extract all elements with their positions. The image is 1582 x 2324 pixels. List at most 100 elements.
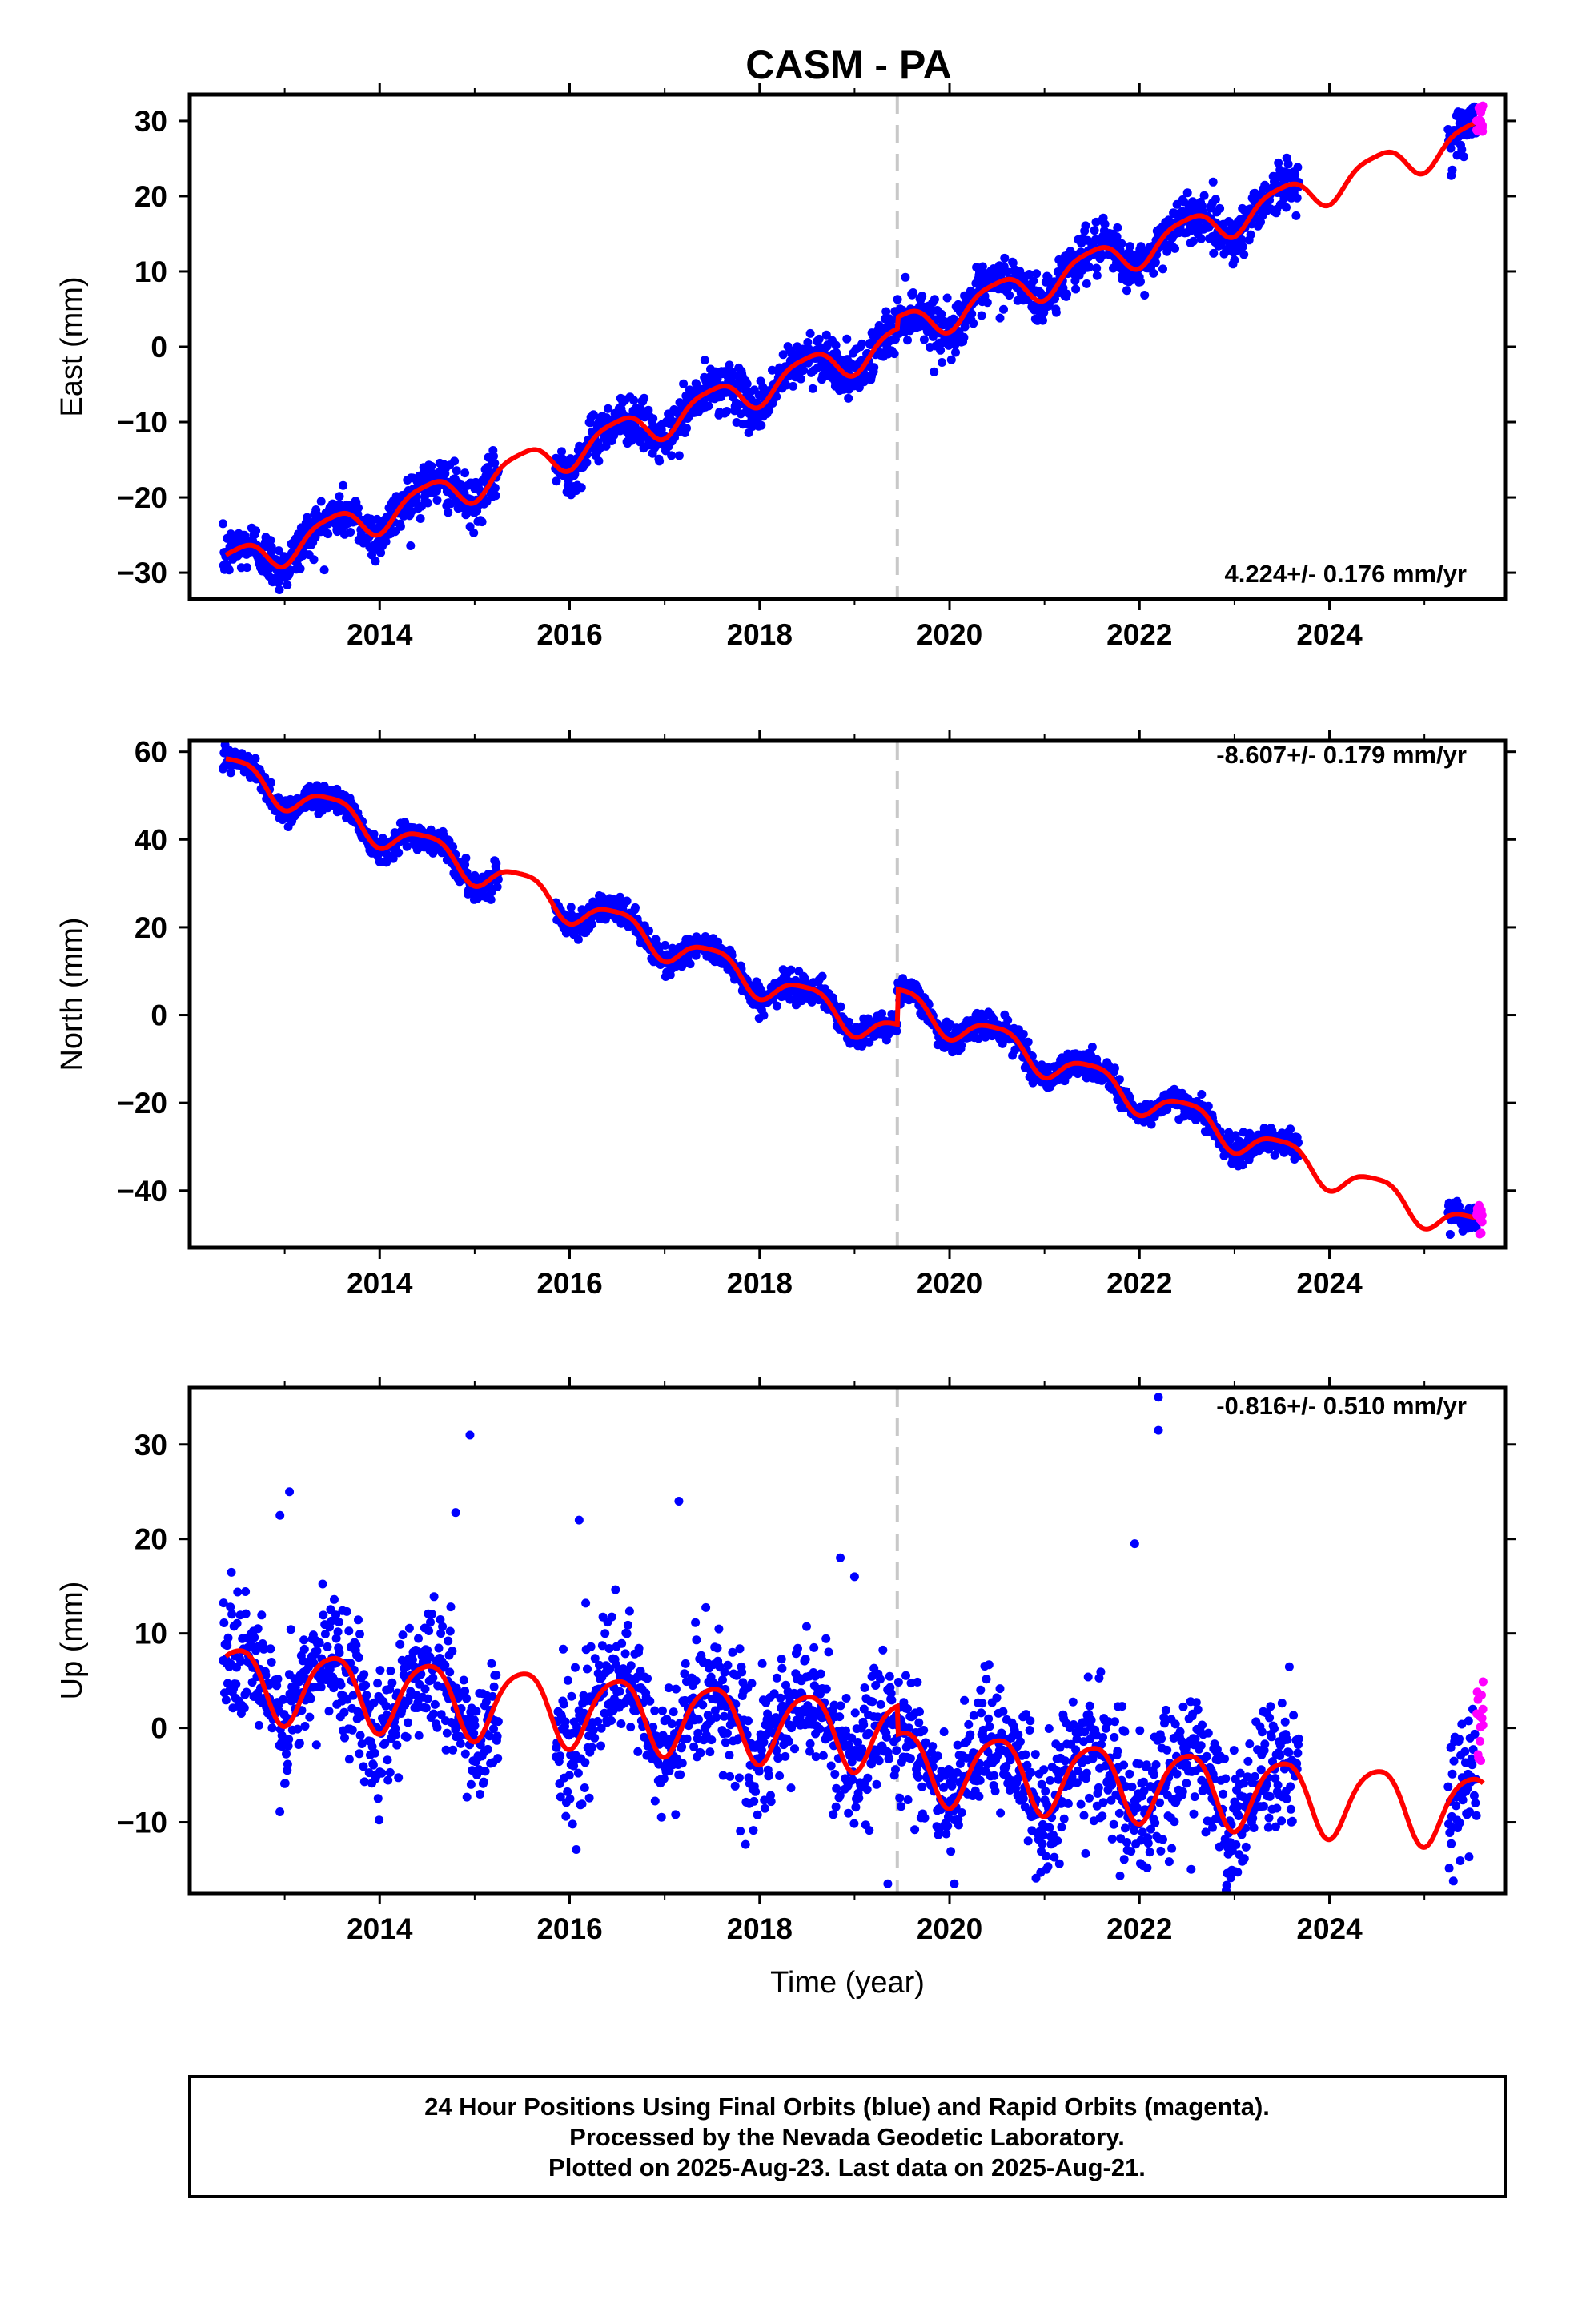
final-orbit-point bbox=[1224, 1128, 1234, 1137]
x-tick-label: 2022 bbox=[1106, 1267, 1172, 1300]
final-orbit-point bbox=[648, 1723, 658, 1732]
final-orbit-point bbox=[616, 1719, 626, 1728]
final-orbit-point bbox=[486, 895, 496, 904]
final-orbit-point bbox=[1029, 276, 1038, 286]
final-orbit-point bbox=[587, 1743, 596, 1752]
final-orbit-point bbox=[283, 581, 292, 589]
final-orbit-point bbox=[1283, 159, 1293, 169]
final-orbit-point bbox=[391, 1730, 400, 1739]
final-orbit-point bbox=[1238, 242, 1247, 251]
final-orbit-point bbox=[560, 1717, 570, 1727]
final-orbit-point bbox=[375, 1666, 385, 1675]
final-orbit-point bbox=[593, 1717, 603, 1726]
final-orbit-point bbox=[362, 1691, 371, 1700]
final-orbit-point bbox=[768, 399, 777, 408]
final-orbit-point bbox=[951, 348, 960, 357]
final-orbit-point bbox=[267, 1658, 276, 1667]
final-orbit-point bbox=[643, 1674, 652, 1683]
y-tick-label: −10 bbox=[117, 406, 167, 439]
y-tick-label: 10 bbox=[135, 255, 167, 288]
final-orbit-point bbox=[789, 381, 798, 391]
final-orbit-point bbox=[685, 959, 695, 969]
y-tick-label: 30 bbox=[135, 105, 167, 138]
y-axis-label: North (mm) bbox=[55, 917, 89, 1071]
final-orbit-point bbox=[219, 1598, 228, 1608]
final-orbit-point bbox=[492, 1731, 502, 1741]
final-orbit-point bbox=[817, 971, 827, 981]
final-orbit-point bbox=[605, 1665, 615, 1674]
final-orbit-point bbox=[1113, 223, 1122, 232]
final-orbit-point bbox=[446, 499, 456, 509]
final-orbit-point bbox=[869, 363, 879, 372]
final-orbit-point bbox=[582, 458, 592, 468]
final-orbit-points bbox=[219, 1393, 1481, 1893]
final-orbit-point bbox=[710, 367, 720, 376]
final-orbit-point bbox=[580, 1758, 590, 1767]
final-orbit-point bbox=[674, 451, 684, 460]
final-orbit-point bbox=[275, 585, 284, 594]
final-orbit-point bbox=[844, 1017, 853, 1027]
final-orbit-point bbox=[786, 965, 796, 975]
final-orbit-point bbox=[1062, 289, 1071, 299]
final-orbit-point bbox=[347, 1725, 357, 1735]
final-orbit-point bbox=[460, 1749, 470, 1759]
final-orbit-point bbox=[607, 1612, 616, 1622]
final-orbit-point bbox=[385, 1767, 395, 1777]
final-orbit-point bbox=[421, 1703, 431, 1713]
final-orbit-point bbox=[1282, 203, 1291, 212]
final-orbit-point bbox=[917, 292, 927, 301]
final-orbit-point bbox=[1008, 259, 1018, 267]
final-orbit-point bbox=[1023, 1037, 1033, 1047]
final-orbit-point bbox=[383, 1755, 392, 1765]
final-orbit-point bbox=[359, 1762, 368, 1771]
final-orbit-point bbox=[456, 1739, 465, 1748]
final-orbit-point bbox=[255, 1720, 263, 1730]
final-orbit-point bbox=[682, 424, 691, 433]
final-orbit-point bbox=[559, 1699, 568, 1709]
y-tick-label: −20 bbox=[117, 1087, 167, 1120]
final-orbit-point bbox=[1158, 264, 1167, 274]
model-fit-curve bbox=[225, 756, 1485, 1232]
final-orbit-point bbox=[483, 1744, 492, 1754]
final-orbit-point bbox=[387, 1678, 397, 1687]
final-orbit-point bbox=[429, 1709, 438, 1719]
final-orbit-point bbox=[1199, 191, 1209, 200]
final-orbit-point bbox=[445, 1667, 455, 1677]
final-orbit-point bbox=[1117, 239, 1126, 248]
final-orbit-point bbox=[319, 565, 329, 575]
x-tick-label: 2016 bbox=[536, 1267, 602, 1300]
final-orbit-point bbox=[432, 1723, 442, 1732]
final-orbit-point bbox=[444, 508, 453, 517]
final-orbit-point bbox=[334, 1618, 343, 1627]
final-orbit-point bbox=[680, 1669, 689, 1679]
final-orbit-point bbox=[1197, 1090, 1207, 1099]
final-orbit-point bbox=[1051, 308, 1061, 317]
final-orbit-point bbox=[427, 461, 436, 471]
final-orbit-point bbox=[1230, 255, 1239, 265]
plot-area bbox=[219, 96, 1488, 597]
final-orbit-point bbox=[604, 404, 613, 413]
final-orbit-point bbox=[836, 1002, 845, 1011]
final-orbit-point bbox=[226, 768, 235, 778]
final-orbit-point bbox=[226, 1602, 235, 1612]
final-orbit-point bbox=[555, 1779, 564, 1788]
final-orbit-point bbox=[577, 1799, 587, 1809]
final-orbit-point bbox=[344, 1755, 354, 1764]
final-orbit-point bbox=[1237, 235, 1247, 244]
final-orbit-point bbox=[484, 1731, 494, 1741]
final-orbit-point bbox=[1087, 1043, 1097, 1051]
final-orbit-point bbox=[492, 859, 501, 868]
x-tick-label: 2024 bbox=[1296, 1267, 1363, 1300]
final-orbit-point bbox=[381, 1701, 391, 1711]
final-orbit-point bbox=[489, 1682, 499, 1691]
final-orbit-point bbox=[805, 328, 815, 338]
final-orbit-point bbox=[572, 1845, 581, 1854]
y-tick-label: 0 bbox=[151, 999, 167, 1032]
final-orbit-point bbox=[1081, 221, 1090, 231]
final-orbit-point bbox=[765, 406, 774, 415]
final-orbit-point bbox=[1246, 230, 1255, 239]
final-orbit-point bbox=[742, 379, 752, 388]
rapid-orbit-points bbox=[1472, 1200, 1487, 1239]
final-orbit-point bbox=[284, 1735, 294, 1744]
final-orbit-point bbox=[552, 476, 561, 486]
